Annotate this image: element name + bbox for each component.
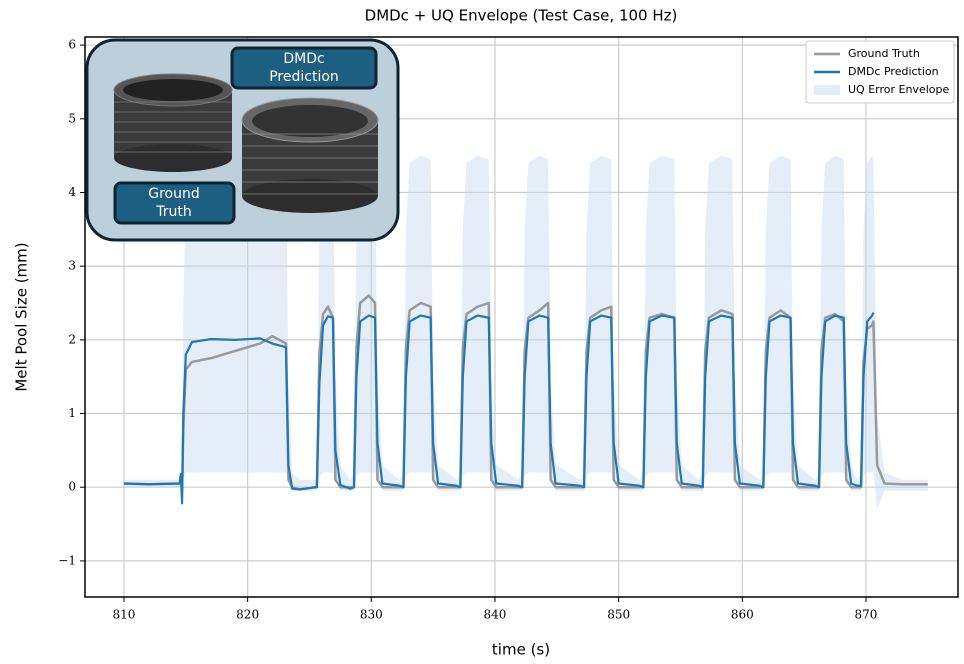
cylinder-prediction bbox=[242, 98, 378, 213]
x-tick-label: 830 bbox=[360, 608, 383, 622]
x-tick-label: 860 bbox=[731, 608, 754, 622]
legend-swatch bbox=[814, 85, 840, 95]
y-tick-label: 3 bbox=[68, 259, 76, 273]
cylinder-hole bbox=[252, 105, 368, 137]
cylinder-bottom bbox=[242, 179, 378, 213]
y-tick-label: 4 bbox=[68, 185, 76, 199]
legend-label: Ground Truth bbox=[848, 47, 920, 60]
cylinder-bottom bbox=[114, 144, 232, 172]
x-tick-label: 870 bbox=[855, 608, 878, 622]
x-tick-label: 820 bbox=[236, 608, 259, 622]
y-tick-label: 1 bbox=[68, 406, 76, 420]
x-tick-label: 810 bbox=[113, 608, 136, 622]
y-tick-label: −1 bbox=[58, 553, 76, 567]
legend-label: UQ Error Envelope bbox=[848, 83, 949, 96]
cylinder-ground-truth bbox=[114, 74, 232, 172]
x-tick-label: 850 bbox=[607, 608, 630, 622]
cylinder-hole bbox=[123, 79, 223, 101]
x-tick-label: 840 bbox=[484, 608, 507, 622]
x-axis-label: time (s) bbox=[492, 641, 550, 659]
y-axis-label: Melt Pool Size (mm) bbox=[13, 242, 31, 391]
chart-title: DMDc + UQ Envelope (Test Case, 100 Hz) bbox=[365, 7, 678, 25]
y-tick-label: 5 bbox=[68, 111, 76, 125]
chart: DMDc + UQ Envelope (Test Case, 100 Hz) t… bbox=[0, 0, 964, 664]
legend: Ground Truth DMDc Prediction UQ Error Enve… bbox=[806, 41, 954, 103]
legend-label: DMDc Prediction bbox=[848, 65, 939, 78]
y-tick-label: 6 bbox=[68, 38, 76, 52]
y-tick-label: 2 bbox=[68, 332, 76, 346]
y-tick-label: 0 bbox=[68, 480, 76, 494]
